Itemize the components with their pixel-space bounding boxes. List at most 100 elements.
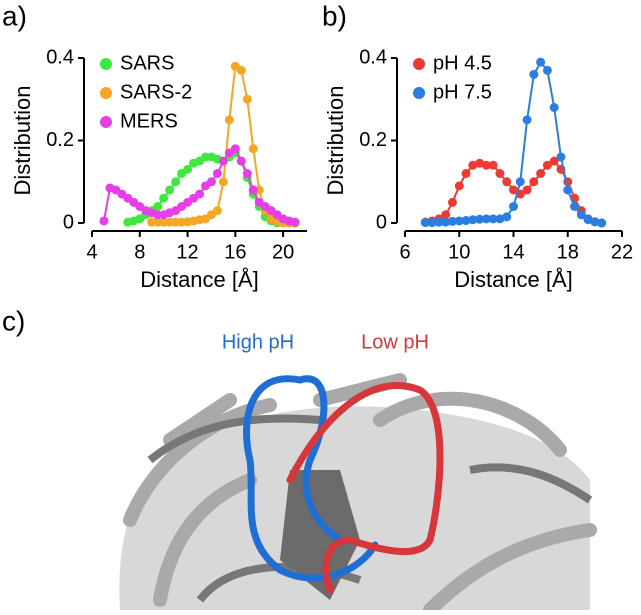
high-ph-label: High pH <box>222 331 294 353</box>
data-point <box>447 216 457 226</box>
low-ph-label: Low pH <box>361 331 429 353</box>
sheet <box>280 470 360 600</box>
data-point <box>461 216 471 226</box>
data-point <box>434 217 444 227</box>
data-point <box>576 210 586 220</box>
y-axis-label: Distribution <box>323 85 348 195</box>
data-point <box>218 156 228 166</box>
y-tick-label: 0 <box>376 211 387 233</box>
x-tick-label: 16 <box>224 241 246 263</box>
y-tick-label: 0.4 <box>46 46 74 68</box>
data-point <box>495 169 505 178</box>
legend-label: pH 4.5 <box>433 52 492 74</box>
y-tick-label: 0 <box>63 211 74 233</box>
x-tick-label: 12 <box>176 241 198 263</box>
data-point <box>549 103 559 112</box>
data-point <box>529 70 539 79</box>
data-point <box>522 185 532 195</box>
data-point <box>597 218 607 228</box>
data-point <box>99 216 109 226</box>
data-point <box>171 177 181 187</box>
data-point <box>153 202 163 211</box>
legend-label: SARS-2 <box>120 81 192 103</box>
x-tick-label: 8 <box>134 241 145 263</box>
data-point <box>159 193 169 203</box>
data-point <box>529 177 539 187</box>
data-point <box>212 169 222 178</box>
data-point <box>502 177 512 187</box>
data-point <box>481 214 491 224</box>
data-point <box>212 206 222 216</box>
y-tick-label: 0.2 <box>46 129 74 151</box>
data-point <box>230 144 240 154</box>
legend-marker <box>413 58 425 70</box>
high-ph-loop <box>296 375 344 544</box>
data-point <box>502 212 512 222</box>
protein-surface <box>119 406 590 610</box>
low-ph-loop <box>286 382 444 594</box>
data-point <box>495 214 505 224</box>
y-tick-label: 0.2 <box>359 129 387 151</box>
y-tick-label: 0.4 <box>359 46 387 68</box>
x-tick-label: 6 <box>399 241 410 263</box>
data-point <box>522 115 532 125</box>
data-point <box>509 202 518 211</box>
data-point <box>248 144 258 154</box>
data-point <box>236 65 246 75</box>
data-point <box>468 215 478 225</box>
x-tick-label: 22 <box>611 241 633 263</box>
data-point <box>461 169 471 178</box>
legend-label: pH 7.5 <box>433 81 492 103</box>
legend-marker <box>100 116 112 128</box>
data-point <box>542 65 552 75</box>
data-point <box>563 185 573 195</box>
legend-marker <box>100 58 112 70</box>
data-point <box>224 115 234 125</box>
panel-label: b) <box>322 0 347 31</box>
panel-label: c) <box>2 305 25 336</box>
data-point <box>441 210 451 220</box>
data-point <box>183 164 193 174</box>
data-point <box>549 156 559 166</box>
data-point <box>454 216 464 226</box>
data-point <box>441 217 451 227</box>
data-point <box>475 214 485 224</box>
y-axis-label: Distribution <box>10 85 35 195</box>
data-point <box>454 181 464 191</box>
data-point <box>468 160 478 170</box>
high-ph-loop <box>243 375 379 582</box>
data-point <box>242 94 252 104</box>
data-point <box>536 57 546 67</box>
data-point <box>218 177 228 187</box>
data-point <box>475 158 485 168</box>
data-point <box>590 217 600 227</box>
data-point <box>420 218 430 228</box>
data-point <box>542 160 552 170</box>
data-point <box>488 160 498 170</box>
panel-label: a) <box>2 0 27 31</box>
data-point <box>290 217 300 227</box>
data-point <box>447 197 457 207</box>
x-axis-label: Distance [Å] <box>454 267 573 292</box>
data-point <box>570 202 580 211</box>
ribbon <box>123 373 597 615</box>
data-point <box>236 156 246 166</box>
x-tick-label: 20 <box>272 241 294 263</box>
legend-label: SARS <box>120 52 174 74</box>
x-tick-label: 18 <box>557 241 579 263</box>
data-point <box>242 169 252 178</box>
x-tick-label: 4 <box>86 241 97 263</box>
data-point <box>206 177 216 187</box>
x-tick-label: 14 <box>502 241 524 263</box>
protein-render <box>110 360 597 615</box>
data-point <box>248 185 258 195</box>
legend-label: MERS <box>120 110 178 132</box>
data-point <box>488 214 498 224</box>
data-point <box>481 160 491 170</box>
data-point <box>427 218 437 228</box>
data-point <box>165 185 175 195</box>
data-point <box>556 152 566 162</box>
legend-marker <box>413 87 425 99</box>
data-point <box>195 189 204 199</box>
